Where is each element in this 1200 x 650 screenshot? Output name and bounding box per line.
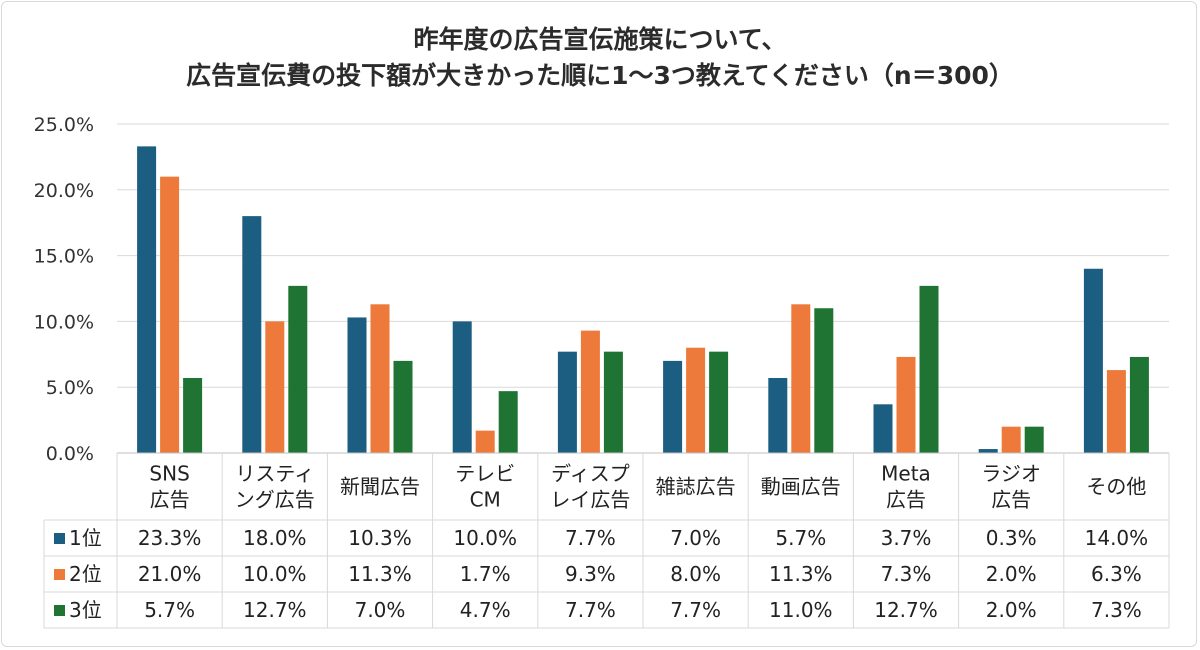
data-label: 10.0% bbox=[453, 526, 517, 550]
category-label: 広告 bbox=[991, 488, 1031, 512]
bar-2位-2 bbox=[370, 304, 390, 453]
data-label: 7.7% bbox=[565, 598, 616, 622]
data-label: 10.3% bbox=[348, 526, 412, 550]
bar-2位-8 bbox=[1001, 426, 1021, 453]
bar-3位-7 bbox=[919, 285, 939, 453]
legend-label: 2位 bbox=[69, 562, 102, 586]
bar-3位-4 bbox=[603, 351, 623, 453]
bar-2位-1 bbox=[265, 321, 285, 453]
bar-1位-7 bbox=[873, 404, 893, 453]
data-label: 23.3% bbox=[138, 526, 202, 550]
bar-3位-3 bbox=[498, 391, 518, 453]
data-label: 7.0% bbox=[355, 598, 406, 622]
category-label: 広告 bbox=[150, 488, 190, 512]
category-label: ング広告 bbox=[235, 488, 315, 512]
category-label: 広告 bbox=[886, 488, 926, 512]
y-tick-label: 25.0% bbox=[34, 114, 94, 136]
bar-1位-3 bbox=[452, 321, 472, 453]
category-label: ディスプ bbox=[551, 462, 630, 486]
data-label: 8.0% bbox=[670, 562, 721, 586]
chart-title: 昨年度の広告宣伝施策について、 bbox=[413, 25, 787, 54]
data-label: 1.7% bbox=[460, 562, 511, 586]
bar-1位-4 bbox=[557, 351, 577, 453]
y-tick-label: 10.0% bbox=[34, 311, 94, 333]
bar-2位-0 bbox=[160, 176, 180, 453]
bar-1位-2 bbox=[347, 317, 367, 453]
category-label: SNS bbox=[149, 462, 189, 486]
data-label: 12.7% bbox=[874, 598, 938, 622]
bar-3位-6 bbox=[814, 308, 834, 453]
data-label: 12.7% bbox=[243, 598, 307, 622]
data-label: 5.7% bbox=[144, 598, 195, 622]
data-label: 7.7% bbox=[565, 526, 616, 550]
category-label: ラジオ bbox=[981, 462, 1041, 486]
bar-2位-5 bbox=[686, 347, 706, 453]
data-label: 3.7% bbox=[881, 526, 932, 550]
data-label: 18.0% bbox=[243, 526, 307, 550]
bar-1位-8 bbox=[978, 449, 998, 453]
data-label: 10.0% bbox=[243, 562, 307, 586]
data-label: 6.3% bbox=[1091, 562, 1142, 586]
category-label: テレビ bbox=[455, 462, 515, 486]
bar-3位-2 bbox=[393, 360, 413, 453]
bar-2位-7 bbox=[896, 356, 916, 453]
legend-label: 1位 bbox=[69, 526, 102, 550]
category-label: 動画広告 bbox=[761, 475, 841, 499]
category-label: その他 bbox=[1086, 475, 1146, 499]
category-label: リスティ bbox=[235, 462, 314, 486]
bar-3位-0 bbox=[183, 377, 203, 453]
bar-1位-5 bbox=[663, 360, 683, 453]
data-label: 11.3% bbox=[348, 562, 412, 586]
y-tick-label: 0.0% bbox=[46, 443, 94, 465]
data-label: 7.7% bbox=[670, 598, 721, 622]
data-label: 14.0% bbox=[1085, 526, 1149, 550]
data-label: 11.3% bbox=[769, 562, 833, 586]
category-label: レイ広告 bbox=[550, 488, 630, 512]
bar-1位-9 bbox=[1083, 268, 1103, 453]
category-label: 新聞広告 bbox=[340, 475, 420, 499]
bar-2位-6 bbox=[791, 304, 811, 453]
bar-3位-1 bbox=[288, 285, 308, 453]
data-label: 2.0% bbox=[986, 562, 1037, 586]
bar-2位-4 bbox=[580, 330, 600, 453]
data-label: 21.0% bbox=[138, 562, 202, 586]
data-label: 7.3% bbox=[1091, 598, 1142, 622]
data-label: 5.7% bbox=[775, 526, 826, 550]
data-label: 11.0% bbox=[769, 598, 833, 622]
legend-key bbox=[54, 533, 65, 544]
bar-1位-6 bbox=[768, 377, 788, 453]
bar-3位-5 bbox=[709, 351, 729, 453]
bar-3位-8 bbox=[1024, 426, 1044, 453]
category-label: CM bbox=[470, 488, 501, 512]
chart-subtitle: 広告宣伝費の投下額が大きかった順に1〜3つ教えてください（n＝300） bbox=[186, 61, 1014, 90]
y-tick-label: 20.0% bbox=[34, 180, 94, 202]
bar-1位-0 bbox=[137, 146, 157, 453]
legend-key bbox=[54, 569, 65, 580]
data-label: 2.0% bbox=[986, 598, 1037, 622]
data-label: 0.3% bbox=[986, 526, 1037, 550]
data-label: 9.3% bbox=[565, 562, 616, 586]
y-tick-label: 5.0% bbox=[46, 377, 94, 399]
bar-3位-9 bbox=[1129, 356, 1149, 453]
bar-1位-1 bbox=[242, 216, 262, 453]
legend-label: 3位 bbox=[69, 598, 102, 622]
category-label: Meta bbox=[881, 462, 931, 486]
bar-2位-3 bbox=[475, 430, 495, 453]
data-label: 4.7% bbox=[460, 598, 511, 622]
data-label: 7.3% bbox=[881, 562, 932, 586]
legend-key bbox=[54, 605, 65, 616]
category-label: 雑誌広告 bbox=[656, 475, 736, 499]
y-tick-label: 15.0% bbox=[34, 246, 94, 268]
bar-2位-9 bbox=[1106, 370, 1126, 453]
data-label: 7.0% bbox=[670, 526, 721, 550]
